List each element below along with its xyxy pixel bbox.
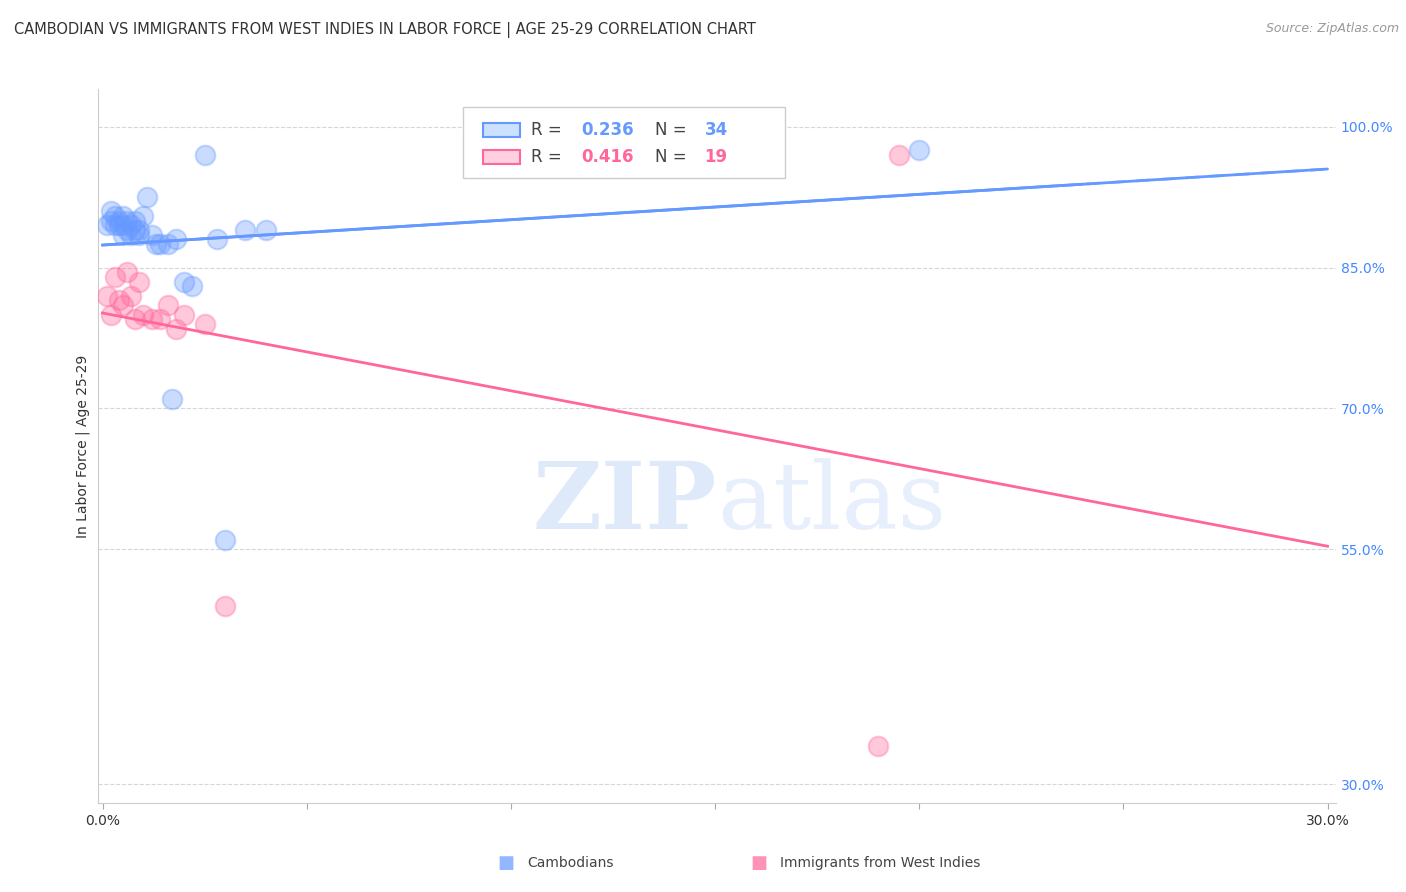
Point xyxy=(149,312,172,326)
Point xyxy=(165,232,187,246)
Text: 30.0%: 30.0% xyxy=(1306,814,1350,828)
Point xyxy=(156,237,179,252)
Point xyxy=(235,223,257,237)
Text: Source: ZipAtlas.com: Source: ZipAtlas.com xyxy=(1265,22,1399,36)
Point xyxy=(124,213,146,227)
Point xyxy=(205,232,228,246)
Text: Cambodians: Cambodians xyxy=(527,856,614,871)
Text: 0.236: 0.236 xyxy=(581,121,634,139)
Text: 0.0%: 0.0% xyxy=(84,814,120,828)
Y-axis label: In Labor Force | Age 25-29: In Labor Force | Age 25-29 xyxy=(76,354,90,538)
Point xyxy=(120,219,142,233)
Text: ZIP: ZIP xyxy=(533,458,717,548)
Text: ■: ■ xyxy=(751,855,768,872)
Point xyxy=(160,392,183,406)
Point xyxy=(128,223,150,237)
Point xyxy=(104,209,127,223)
Point xyxy=(108,219,131,233)
Point xyxy=(149,237,172,252)
FancyBboxPatch shape xyxy=(484,123,520,137)
Point xyxy=(115,265,138,279)
Point xyxy=(124,312,146,326)
Text: R =: R = xyxy=(531,148,568,166)
Point xyxy=(128,275,150,289)
Text: atlas: atlas xyxy=(717,458,946,548)
Point xyxy=(194,317,217,331)
Point xyxy=(108,293,131,308)
Point xyxy=(128,227,150,242)
Point xyxy=(181,279,204,293)
Text: CAMBODIAN VS IMMIGRANTS FROM WEST INDIES IN LABOR FORCE | AGE 25-29 CORRELATION : CAMBODIAN VS IMMIGRANTS FROM WEST INDIES… xyxy=(14,22,756,38)
Point xyxy=(214,599,236,613)
FancyBboxPatch shape xyxy=(484,150,520,164)
Point xyxy=(96,289,118,303)
Point xyxy=(145,237,167,252)
Point xyxy=(124,223,146,237)
Text: Immigrants from West Indies: Immigrants from West Indies xyxy=(780,856,981,871)
Point xyxy=(108,213,131,227)
Point xyxy=(115,213,138,227)
Point xyxy=(111,209,134,223)
Point xyxy=(104,270,127,285)
Point xyxy=(141,312,163,326)
Text: ■: ■ xyxy=(498,855,515,872)
Point xyxy=(887,148,910,162)
Point xyxy=(173,308,195,322)
Point xyxy=(100,213,122,227)
Text: R =: R = xyxy=(531,121,568,139)
Point xyxy=(165,321,187,335)
Text: 0.416: 0.416 xyxy=(581,148,634,166)
Point xyxy=(141,227,163,242)
Point xyxy=(111,298,134,312)
Point xyxy=(100,204,122,219)
Point xyxy=(120,289,142,303)
Point xyxy=(908,143,931,157)
Point xyxy=(194,148,217,162)
FancyBboxPatch shape xyxy=(464,107,785,178)
Point xyxy=(111,219,134,233)
Text: N =: N = xyxy=(655,148,692,166)
Point xyxy=(136,190,159,204)
Point xyxy=(100,308,122,322)
Point xyxy=(156,298,179,312)
Point xyxy=(214,533,236,547)
Text: 34: 34 xyxy=(704,121,728,139)
Point xyxy=(104,219,127,233)
Text: 19: 19 xyxy=(704,148,728,166)
Text: N =: N = xyxy=(655,121,692,139)
Point xyxy=(115,223,138,237)
Point xyxy=(868,739,890,754)
Point xyxy=(173,275,195,289)
Point xyxy=(132,209,155,223)
Point xyxy=(96,219,118,233)
Point xyxy=(132,308,155,322)
Point xyxy=(111,227,134,242)
Point xyxy=(254,223,277,237)
Point xyxy=(120,227,142,242)
